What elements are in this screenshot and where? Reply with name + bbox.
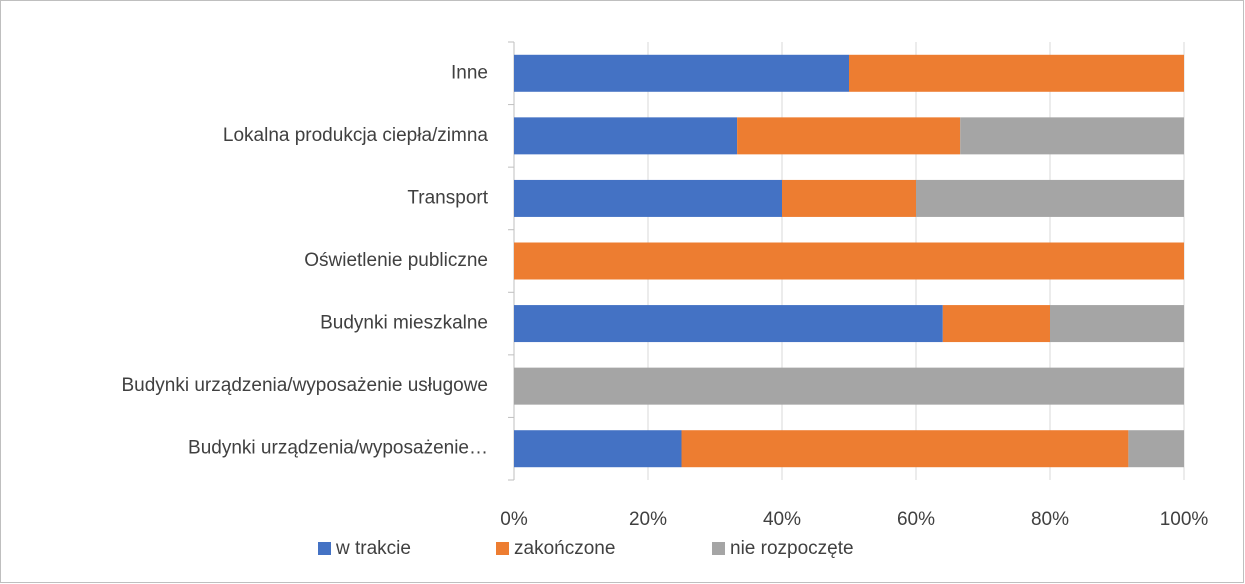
bar-segment — [514, 54, 849, 92]
y-tick-label: Transport — [407, 187, 488, 208]
bar-segment — [916, 179, 1184, 217]
legend-label: nie rozpoczęte — [730, 538, 854, 559]
bar-segment — [514, 367, 1184, 405]
x-tick-label: 20% — [629, 509, 667, 530]
y-tick-label: Budynki urządzenia/wyposażenie usługowe — [121, 375, 488, 396]
bar-segment — [737, 117, 961, 155]
bar-segment — [1050, 305, 1184, 343]
y-tick-label: Budynki mieszkalne — [320, 313, 488, 334]
y-tick-label: Inne — [451, 62, 488, 83]
legend-swatch — [496, 542, 509, 555]
bar-segment — [514, 117, 738, 155]
x-tick-label: 40% — [763, 509, 801, 530]
bar-segment — [514, 242, 1184, 280]
legend-label: zakończone — [514, 538, 615, 559]
bar-segment — [942, 305, 1050, 343]
y-tick-label: Oświetlenie publiczne — [304, 250, 488, 271]
bar-segment — [960, 117, 1184, 155]
legend-swatch — [712, 542, 725, 555]
y-tick-label: Lokalna produkcja ciepła/zimna — [223, 125, 489, 146]
bar-segment — [514, 305, 943, 343]
x-tick-label: 80% — [1031, 509, 1069, 530]
x-tick-label: 60% — [897, 509, 935, 530]
bar-segment — [1128, 430, 1184, 468]
legend-swatch — [318, 542, 331, 555]
legend-label: w trakcie — [335, 538, 411, 559]
x-tick-label: 0% — [500, 509, 528, 530]
bar-segment — [514, 179, 782, 217]
bar-segment — [514, 430, 682, 468]
bar-segment — [782, 179, 916, 217]
bar-segment — [681, 430, 1129, 468]
bar-segment — [849, 54, 1184, 92]
x-tick-label: 100% — [1160, 509, 1209, 530]
y-tick-label: Budynki urządzenia/wyposażenie… — [188, 438, 488, 459]
